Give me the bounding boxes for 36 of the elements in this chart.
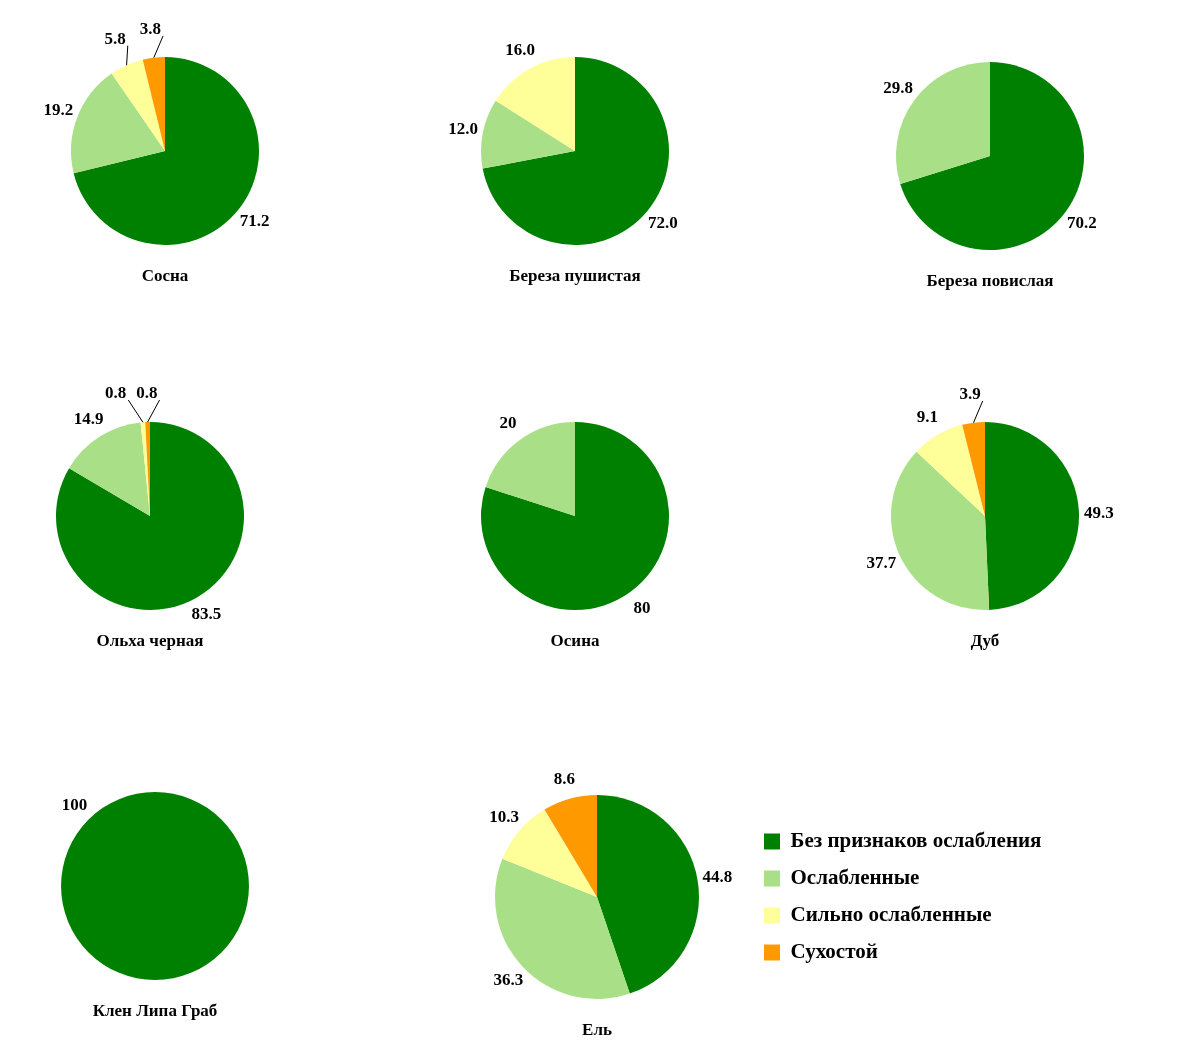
text: Сосна (141, 266, 189, 286)
data-label: 9.1 (916, 407, 938, 427)
data-label: 19.2 (43, 99, 74, 119)
text: Береза пушистая (509, 266, 641, 286)
data-label: 16.0 (505, 40, 535, 60)
legend-label: Сухостой (790, 938, 878, 963)
text: Клен Липа Граб (92, 1001, 218, 1021)
data-label: 37.7 (866, 552, 897, 572)
data-label: 10.3 (489, 807, 520, 827)
text: Ольха черная (96, 631, 204, 651)
text: Дуб (970, 631, 1000, 651)
legend-label: Сильно ослабленные (790, 901, 992, 926)
data-label: 20 (499, 413, 517, 433)
data-label: 36.3 (493, 970, 524, 990)
legend-label: Ослабленные (790, 864, 920, 889)
data-label: 44.8 (702, 866, 733, 886)
data-label: 3.9 (959, 384, 981, 404)
text: Осина (550, 631, 600, 651)
data-label: 14.9 (73, 409, 104, 429)
data-label: 70.2 (1066, 212, 1097, 232)
data-label: 29.8 (883, 77, 914, 97)
data-label: 49.3 (1084, 502, 1114, 522)
text: Ель (582, 1020, 612, 1040)
data-label: 3.8 (139, 19, 162, 39)
legend-label: Без признаков ослабления (790, 827, 1042, 852)
data-label: 80 (633, 597, 651, 617)
data-label: 12.0 (448, 119, 478, 139)
data-label: 8.6 (553, 768, 576, 788)
data-label: 5.8 (104, 29, 126, 49)
data-label: 0.8 (136, 383, 158, 403)
text: Береза повислая (926, 271, 1054, 291)
data-label: 72.0 (647, 213, 678, 233)
data-label: 83.5 (191, 604, 222, 624)
data-label: 71.2 (239, 210, 270, 230)
data-label: 100 (61, 794, 88, 814)
data-label: 0.8 (105, 383, 127, 403)
